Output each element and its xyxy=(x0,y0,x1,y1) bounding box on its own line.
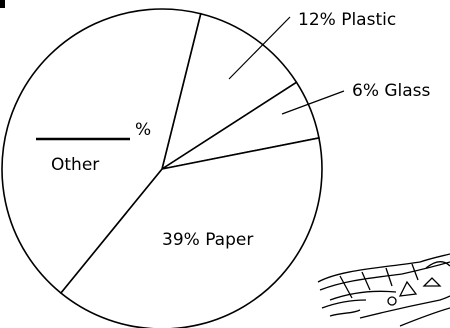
label-other-name: Other xyxy=(51,155,99,175)
pie-wedges xyxy=(1,8,323,328)
sketch-illustration xyxy=(317,253,450,327)
leader-line-plastic xyxy=(228,16,291,80)
label-glass: 6% Glass xyxy=(352,81,431,101)
pie-slice-plastic xyxy=(160,12,298,171)
label-other-percent: % xyxy=(135,120,151,140)
label-plastic: 12% Plastic xyxy=(298,10,396,30)
pie-slice-paper xyxy=(59,136,323,328)
label-paper: 39% Paper xyxy=(162,230,253,250)
leader-line-glass xyxy=(281,90,345,115)
corner-fragment xyxy=(0,0,5,8)
pie-slice-other xyxy=(1,8,202,295)
